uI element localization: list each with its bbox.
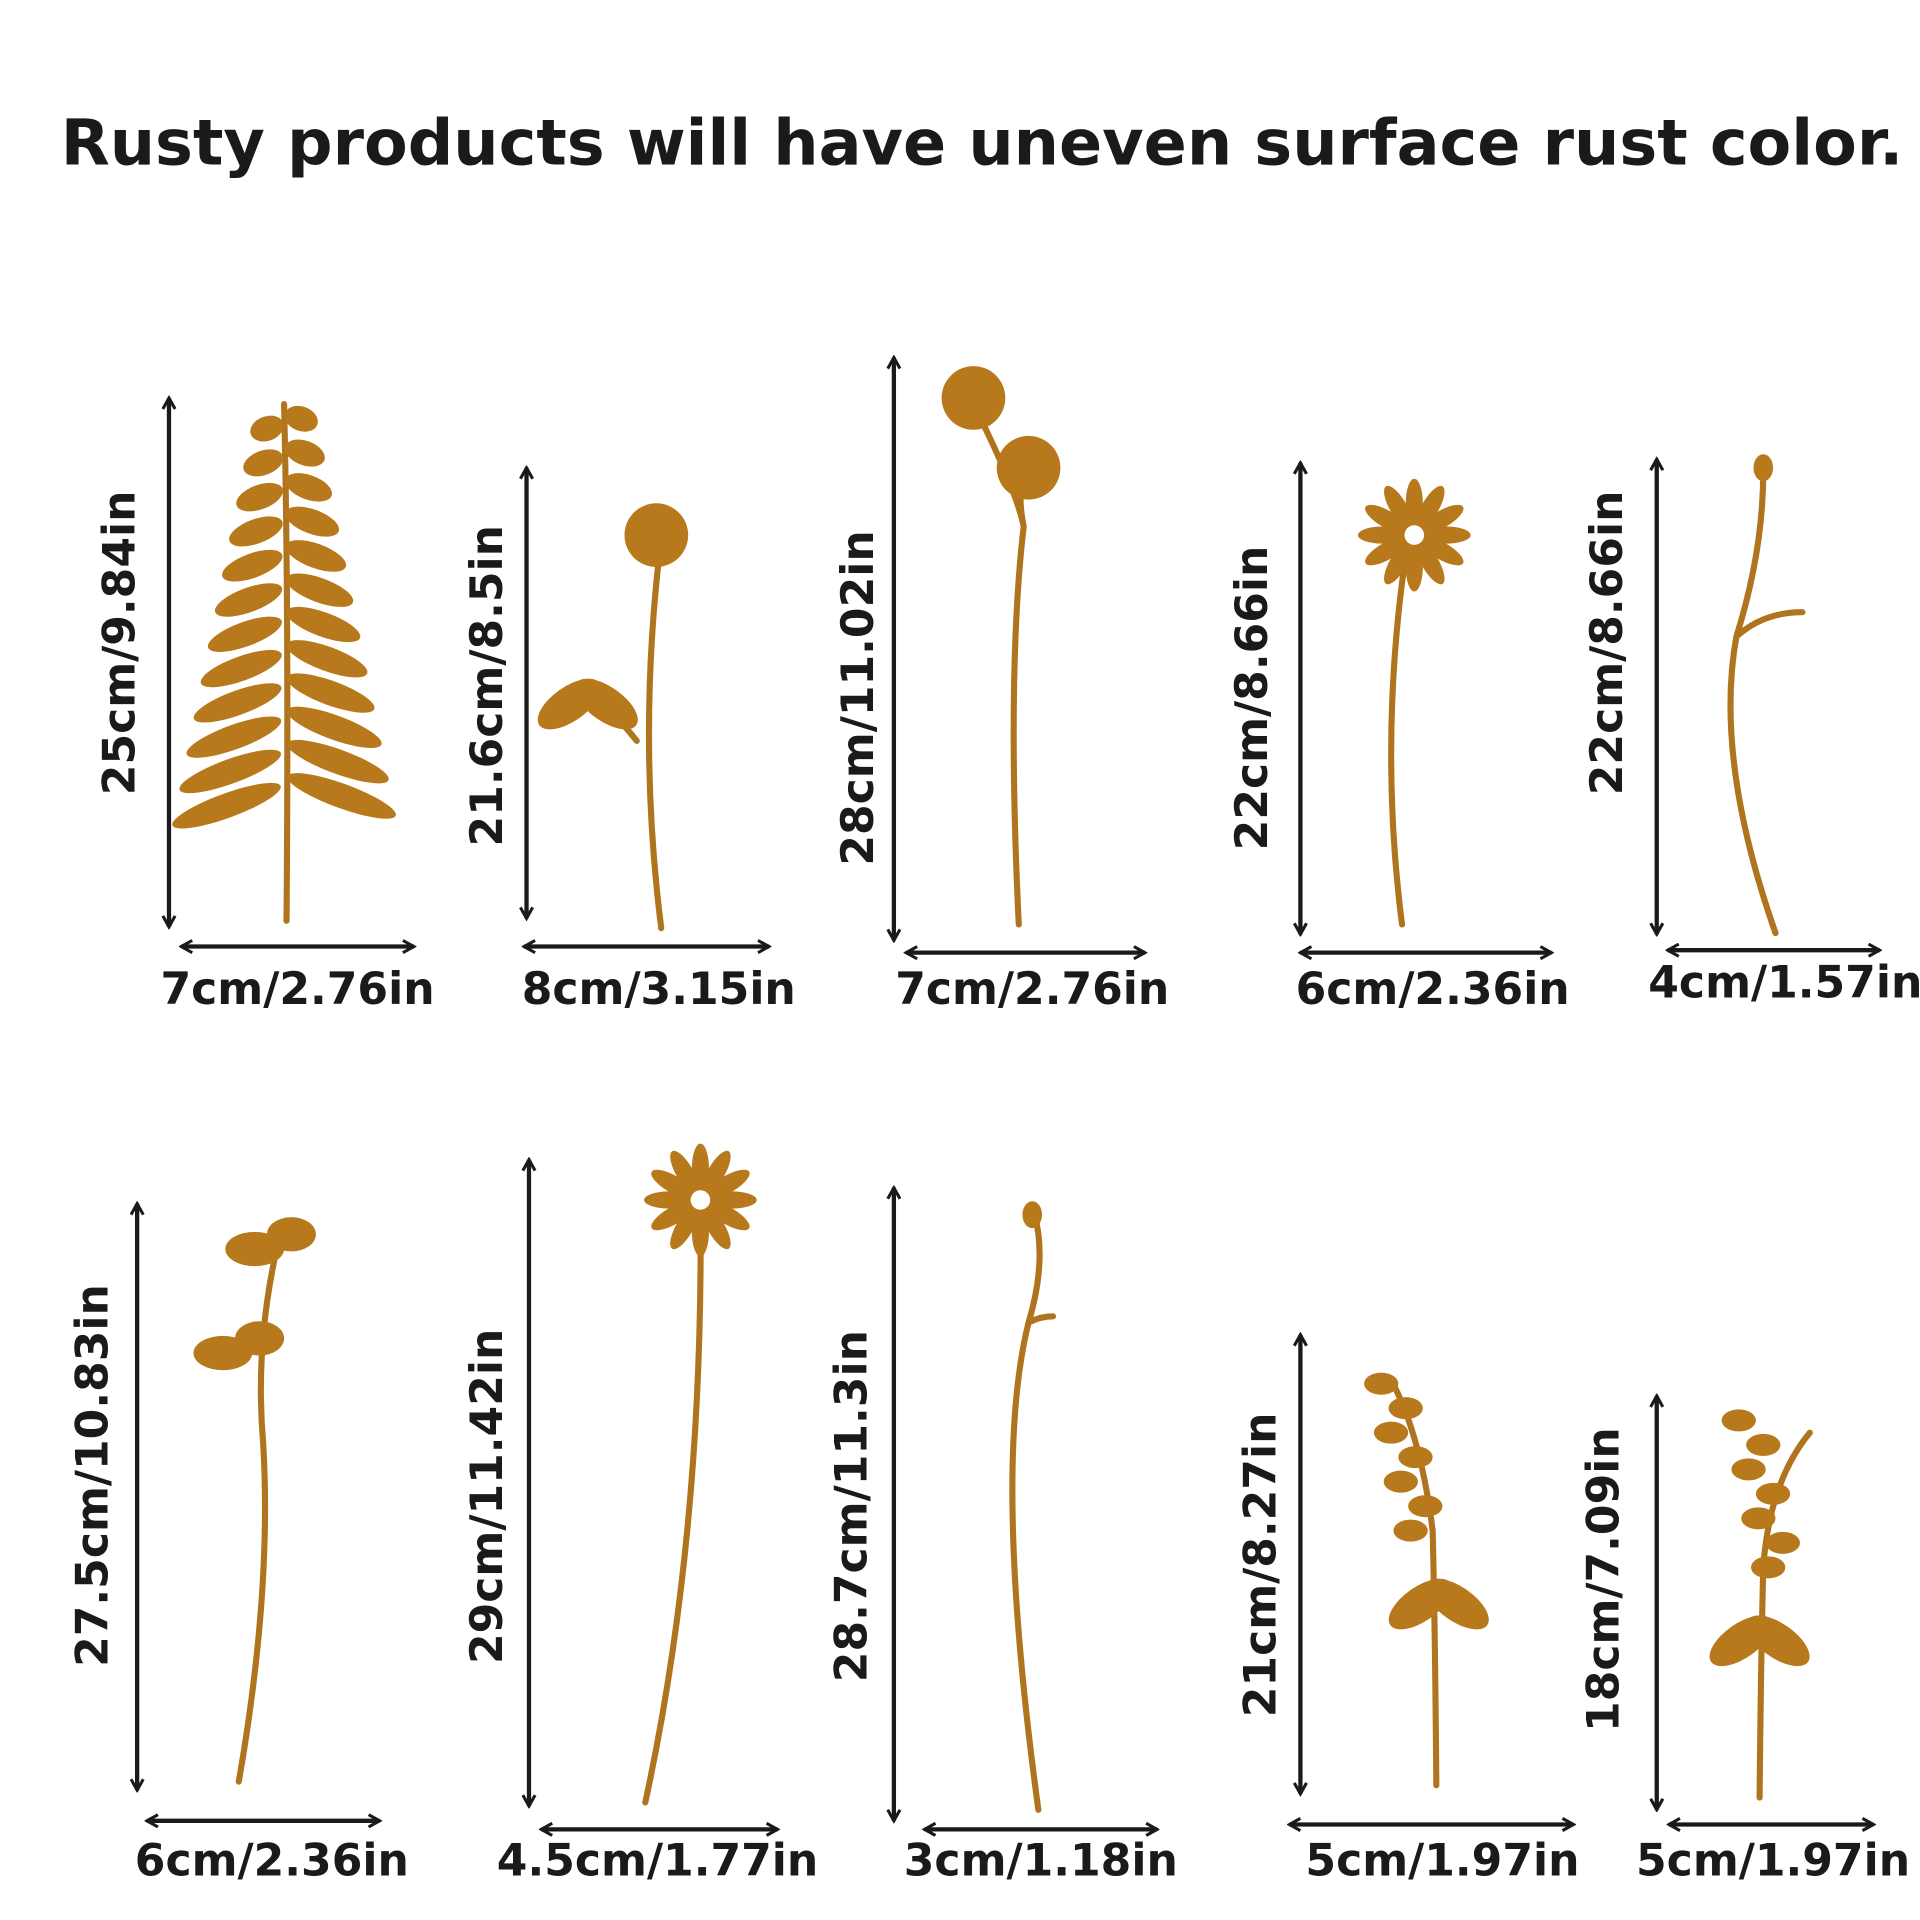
petal [1420, 504, 1464, 534]
spike [1383, 1470, 1418, 1493]
leaf [193, 683, 282, 723]
height-label: 21cm/8.27in [1236, 1413, 1287, 1718]
height-label: 29cm/11.42in [462, 1329, 513, 1664]
petal [702, 1205, 731, 1250]
width-label: 6cm/2.36in [135, 1836, 409, 1887]
width-label: 7cm/2.76in [895, 964, 1169, 1015]
spike [1731, 1458, 1766, 1481]
petal [670, 1205, 699, 1250]
flower-head [624, 503, 689, 567]
leaf [286, 706, 382, 749]
leaf [229, 516, 283, 547]
height-label: 28cm/11.02in [833, 530, 884, 865]
leaf [285, 540, 347, 572]
leaf [266, 1217, 316, 1252]
leaf [207, 616, 282, 652]
petal [1384, 485, 1413, 530]
petal [706, 1201, 750, 1231]
leaf [250, 415, 284, 442]
plant-stem [1386, 1374, 1440, 1789]
petal [1365, 536, 1409, 566]
leaf [284, 439, 325, 467]
leaf [284, 405, 318, 432]
petal [1365, 504, 1409, 534]
plant-stem [590, 535, 665, 932]
leaf [574, 678, 638, 730]
plant-stem [1009, 1211, 1057, 1813]
petal [1384, 541, 1413, 585]
height-label: 28.7cm/11.3in [827, 1330, 878, 1682]
spike [1393, 1519, 1428, 1542]
width-label: 6cm/2.36in [1296, 964, 1570, 1015]
spike [1755, 1482, 1791, 1505]
spike [1746, 1433, 1781, 1456]
width-label: 8cm/3.15in [522, 964, 796, 1015]
width-label: 5cm/1.97in [1305, 1836, 1579, 1887]
leaf [243, 449, 284, 477]
leaf [285, 473, 332, 502]
spike [1364, 1372, 1399, 1395]
spike [1751, 1556, 1786, 1579]
spike [1741, 1507, 1776, 1530]
petal [1415, 485, 1445, 530]
height-label: 22cm/8.66in [1227, 546, 1278, 851]
petal [702, 1150, 731, 1195]
leaf [179, 749, 282, 794]
plant-stem [281, 401, 291, 924]
flower-head [996, 435, 1061, 500]
title: Rusty products will have uneven surface … [61, 107, 1904, 181]
leaf [186, 716, 282, 758]
petal [651, 1201, 695, 1231]
plant-stem [1388, 535, 1412, 928]
leaf [287, 773, 396, 819]
spike [1398, 1446, 1433, 1469]
spike [1373, 1421, 1409, 1444]
leaf [236, 482, 283, 512]
plant-stem [235, 1245, 280, 1785]
width-label: 7cm/2.76in [161, 964, 435, 1015]
leaf [200, 649, 282, 688]
petal [706, 1169, 750, 1199]
spike [1765, 1531, 1800, 1554]
leaf [1425, 1578, 1489, 1630]
leaf [287, 739, 389, 784]
leaf [172, 782, 281, 829]
flower-center [690, 1190, 711, 1210]
flower-bud [1022, 1201, 1043, 1229]
plant-stem [1727, 468, 1806, 937]
spike [1388, 1397, 1423, 1420]
leaf [235, 1321, 285, 1356]
flower-head [941, 366, 1006, 430]
width-label: 3cm/1.18in [904, 1836, 1178, 1887]
petal [651, 1169, 695, 1199]
height-label: 21.6cm/8.5in [462, 525, 513, 846]
spike [1721, 1409, 1756, 1432]
leaf [1746, 1615, 1810, 1667]
height-label: 22cm/8.66in [1582, 490, 1633, 795]
height-label: 18cm/7.09in [1579, 1427, 1630, 1732]
leaf [286, 606, 361, 643]
flower-center [1404, 525, 1425, 545]
leaf [286, 640, 368, 678]
petal [1415, 541, 1445, 585]
width-label: 4cm/1.57in [1648, 958, 1920, 1009]
height-label: 27.5cm/10.83in [68, 1284, 119, 1667]
leaf [285, 506, 340, 537]
flower-bud [1753, 454, 1774, 482]
height-label: 25cm/9.84in [94, 490, 145, 795]
leaf [286, 673, 375, 713]
width-label: 4.5cm/1.77in [497, 1836, 818, 1887]
leaf [214, 583, 283, 617]
petal [670, 1150, 699, 1195]
plant-stem [642, 1203, 704, 1806]
leaf [222, 549, 283, 582]
petal [1420, 536, 1464, 566]
leaf [285, 573, 354, 607]
spike [1408, 1495, 1443, 1518]
width-label: 5cm/1.97in [1636, 1836, 1910, 1887]
